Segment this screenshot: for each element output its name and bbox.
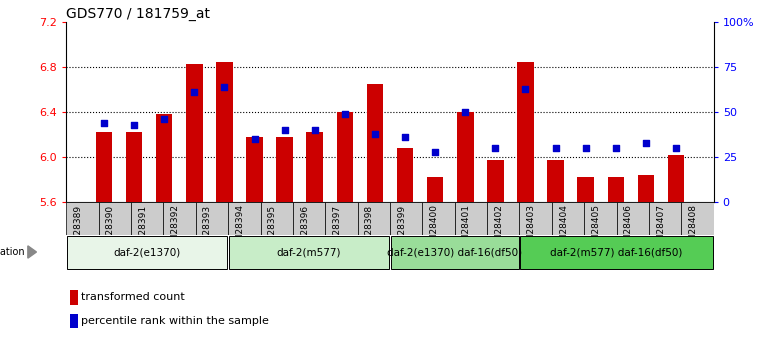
Text: GSM28391: GSM28391 — [138, 205, 147, 254]
Point — [459, 109, 471, 115]
Point — [158, 117, 171, 122]
Bar — [649, 202, 682, 235]
Point — [369, 131, 381, 136]
Text: GSM28399: GSM28399 — [397, 205, 406, 254]
Polygon shape — [28, 246, 37, 258]
Text: GSM28396: GSM28396 — [300, 205, 309, 254]
Bar — [164, 202, 196, 235]
Bar — [520, 236, 713, 269]
Text: GSM28403: GSM28403 — [526, 205, 536, 254]
Bar — [156, 115, 172, 202]
Bar — [682, 202, 714, 235]
Bar — [427, 177, 444, 202]
Text: GSM28404: GSM28404 — [559, 205, 568, 253]
Point — [609, 145, 622, 151]
Text: GDS770 / 181759_at: GDS770 / 181759_at — [66, 7, 211, 21]
Bar — [517, 62, 534, 202]
Bar — [487, 202, 519, 235]
Bar — [216, 62, 232, 202]
Bar — [276, 137, 293, 202]
Bar — [229, 202, 261, 235]
Text: GSM28397: GSM28397 — [332, 205, 342, 254]
Text: GSM28392: GSM28392 — [171, 205, 179, 254]
Text: GSM28394: GSM28394 — [236, 205, 244, 254]
Text: GSM28389: GSM28389 — [73, 205, 83, 254]
Bar — [391, 236, 519, 269]
Text: GSM28390: GSM28390 — [106, 205, 115, 254]
Point — [128, 122, 140, 127]
Bar — [131, 202, 164, 235]
Point — [98, 120, 110, 126]
Bar — [397, 148, 413, 202]
Text: daf-2(m577) daf-16(df50): daf-2(m577) daf-16(df50) — [551, 248, 682, 258]
Bar — [186, 64, 203, 202]
Bar — [608, 177, 624, 202]
Bar — [487, 160, 504, 202]
Bar — [367, 84, 383, 202]
Text: daf-2(e1370): daf-2(e1370) — [114, 248, 181, 258]
Bar — [69, 314, 78, 328]
Point — [549, 145, 562, 151]
Bar — [584, 202, 617, 235]
Point — [248, 136, 261, 142]
Text: transformed count: transformed count — [81, 293, 185, 302]
Bar — [99, 202, 131, 235]
Point — [670, 145, 682, 151]
Text: GSM28408: GSM28408 — [689, 205, 697, 254]
Bar — [307, 132, 323, 202]
Bar — [96, 132, 112, 202]
Point — [429, 149, 441, 154]
Point — [489, 145, 502, 151]
Text: GSM28402: GSM28402 — [495, 205, 503, 253]
Bar — [617, 202, 649, 235]
Bar — [69, 290, 78, 305]
Bar — [261, 202, 293, 235]
Bar — [552, 202, 584, 235]
Text: GSM28401: GSM28401 — [462, 205, 471, 254]
Point — [218, 84, 231, 90]
Bar — [229, 236, 389, 269]
Point — [640, 140, 652, 145]
Point — [339, 111, 351, 117]
Point — [278, 127, 291, 133]
Text: GSM28393: GSM28393 — [203, 205, 212, 254]
Bar — [423, 202, 455, 235]
Text: GSM28395: GSM28395 — [268, 205, 277, 254]
Bar — [457, 112, 473, 202]
Text: GSM28406: GSM28406 — [624, 205, 633, 254]
Bar — [67, 236, 227, 269]
Point — [188, 90, 200, 95]
Bar — [196, 202, 229, 235]
Bar — [668, 155, 684, 202]
Point — [399, 135, 411, 140]
Text: daf-2(m577): daf-2(m577) — [277, 248, 342, 258]
Text: percentile rank within the sample: percentile rank within the sample — [81, 316, 269, 326]
Point — [519, 86, 532, 91]
Text: GSM28398: GSM28398 — [365, 205, 374, 254]
Bar — [577, 177, 594, 202]
Bar — [246, 137, 263, 202]
Bar — [336, 112, 353, 202]
Bar — [455, 202, 487, 235]
Bar — [390, 202, 423, 235]
Bar — [358, 202, 390, 235]
Point — [309, 127, 321, 133]
Text: GSM28405: GSM28405 — [591, 205, 601, 254]
Bar — [637, 175, 654, 202]
Bar — [519, 202, 552, 235]
Text: GSM28407: GSM28407 — [656, 205, 665, 254]
Bar — [293, 202, 325, 235]
Bar — [548, 160, 564, 202]
Bar — [66, 202, 99, 235]
Bar — [325, 202, 358, 235]
Text: daf-2(e1370) daf-16(df50): daf-2(e1370) daf-16(df50) — [387, 248, 523, 258]
Text: GSM28400: GSM28400 — [430, 205, 438, 254]
Bar — [126, 132, 143, 202]
Text: genotype/variation: genotype/variation — [0, 247, 25, 257]
Point — [580, 145, 592, 151]
